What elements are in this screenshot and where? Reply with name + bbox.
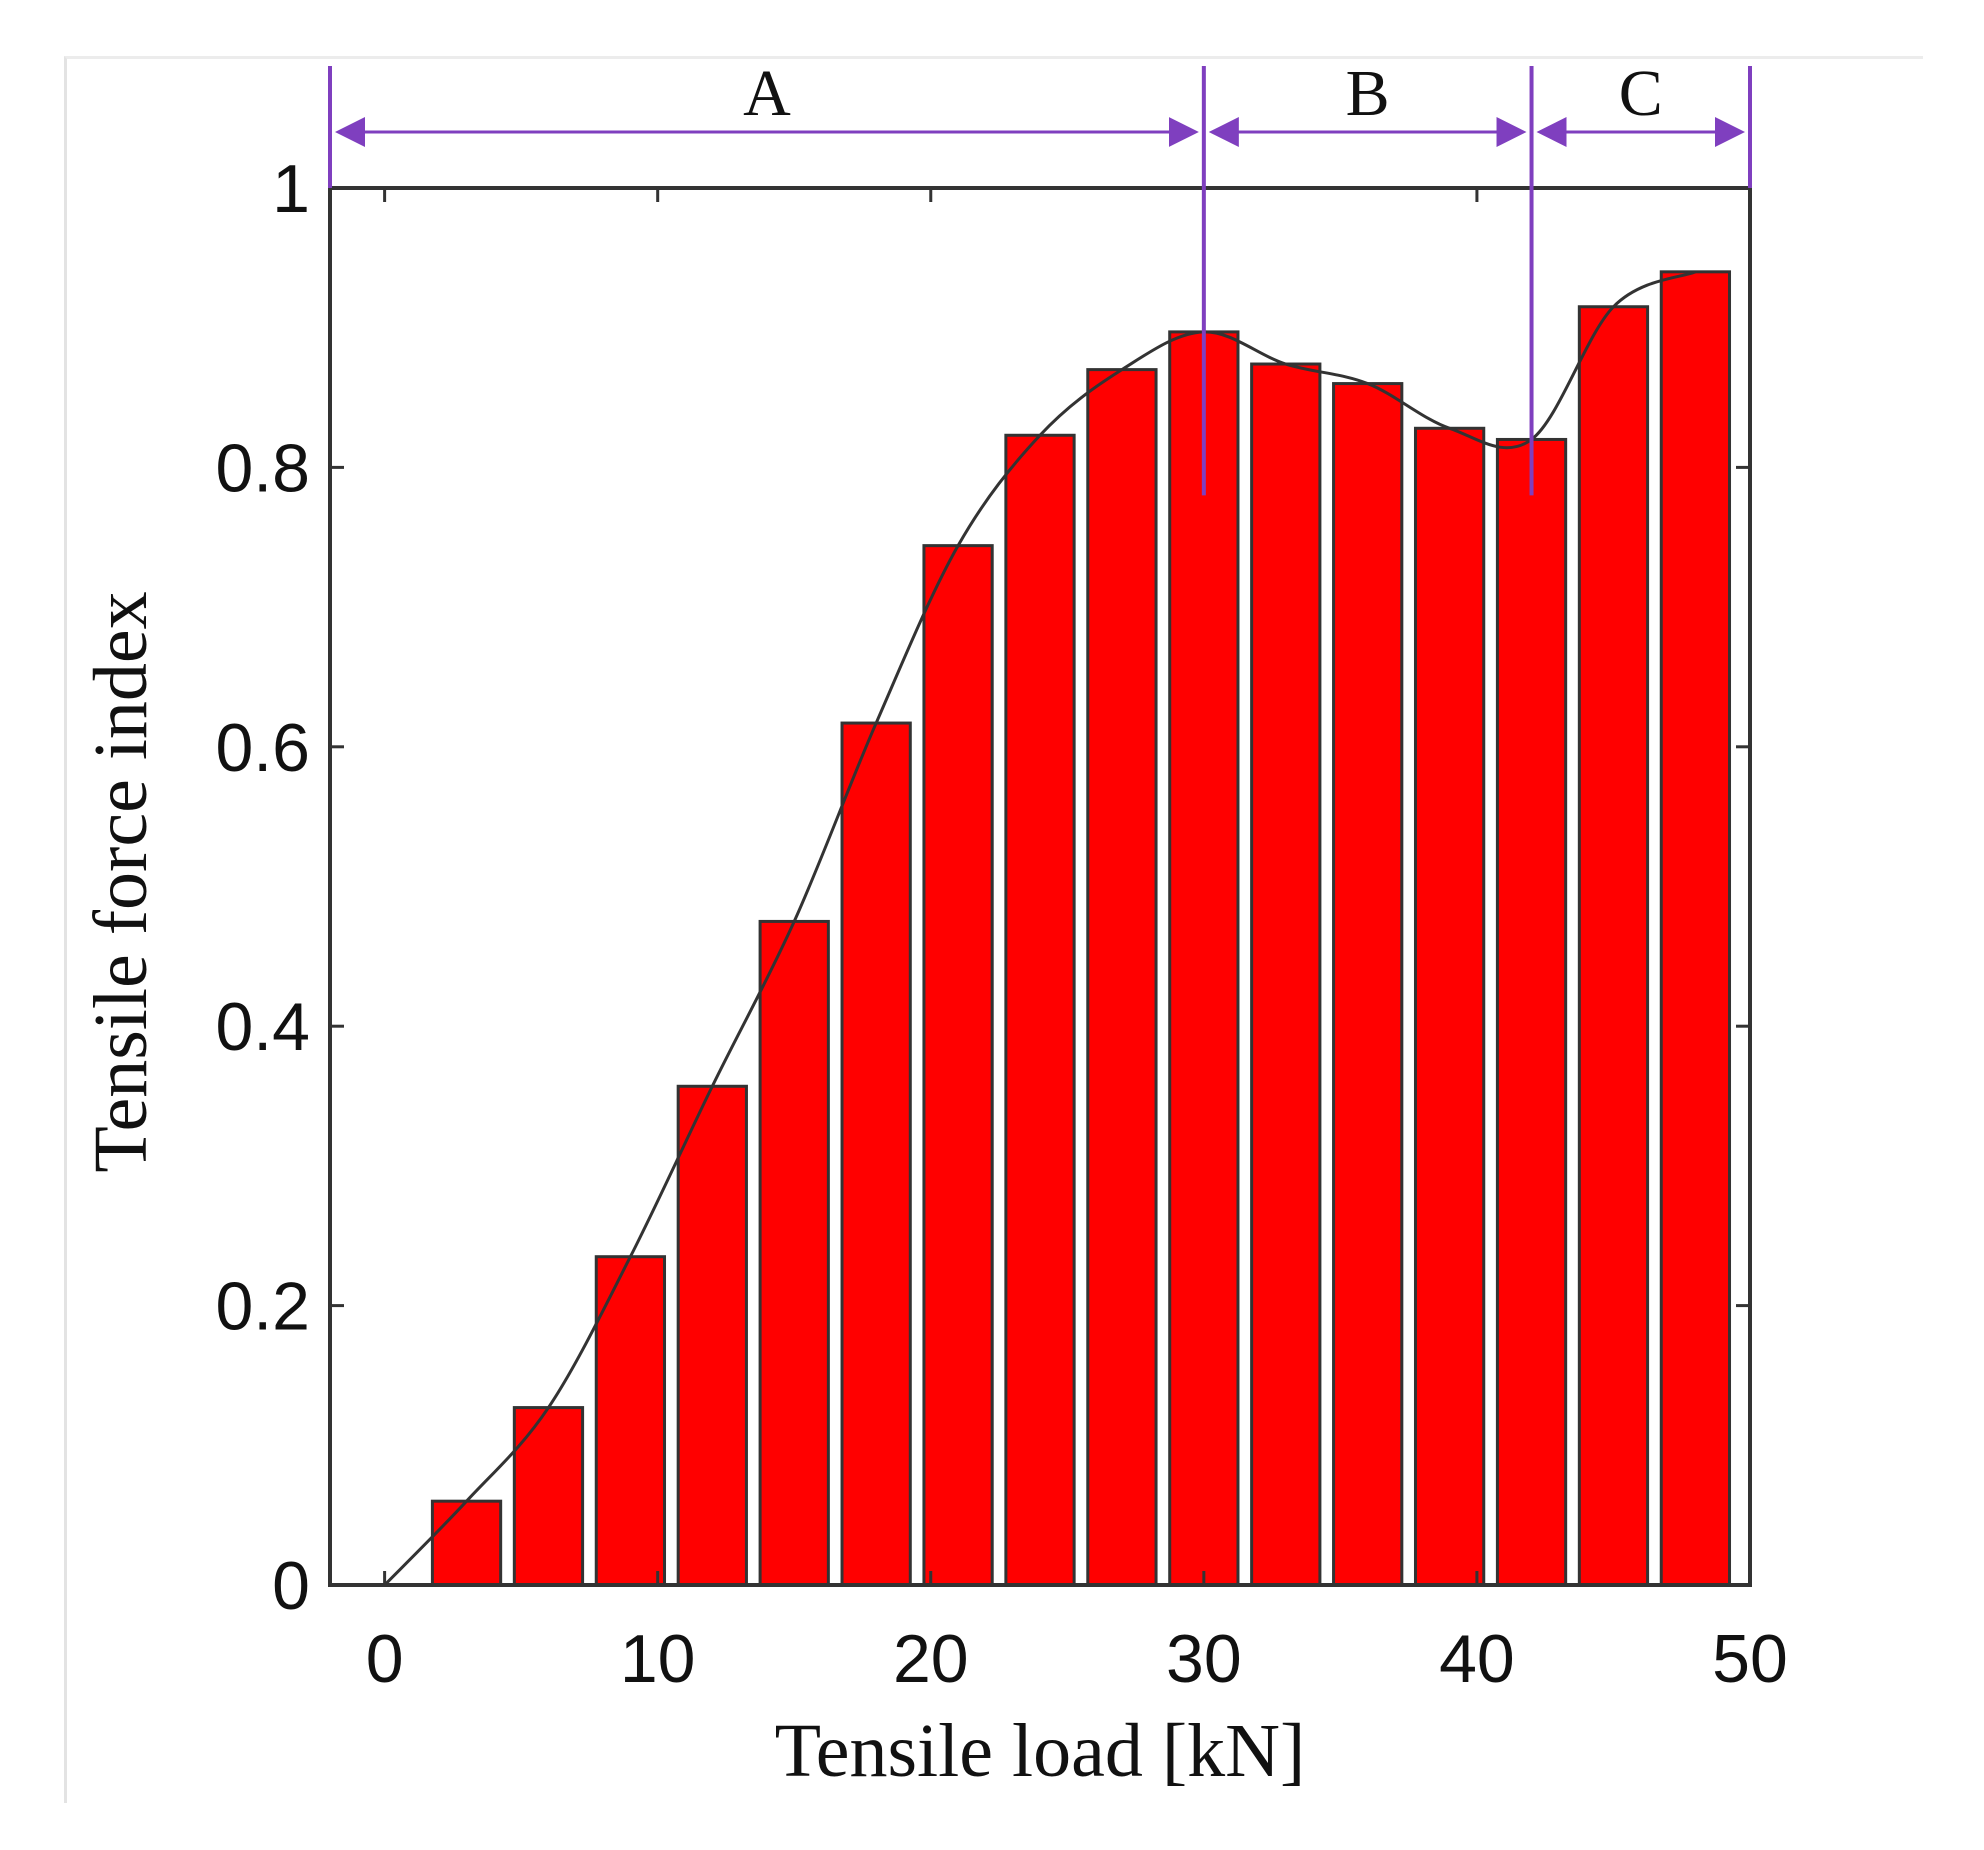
bar-6 (840, 721, 912, 1587)
y-tick-label-5: 1 (272, 151, 310, 227)
y-tick-label-1: 0.2 (215, 1269, 310, 1345)
y-tick-label-0: 0 (272, 1548, 310, 1624)
plot-box (328, 186, 1752, 1587)
region-label-A: A (743, 57, 791, 130)
annotation-layer: A B C (328, 57, 1752, 496)
region-label-B: B (1346, 57, 1390, 130)
bar-15 (1577, 305, 1650, 1587)
x-tick-label-50: 50 (1712, 1621, 1788, 1697)
bar-2 (512, 1406, 585, 1587)
x-tick-label-30: 30 (1166, 1621, 1242, 1697)
bar-9 (1086, 368, 1158, 1587)
bar-16 (1659, 270, 1732, 1587)
bar-11 (1250, 362, 1322, 1587)
axes-layer: 0 10 20 30 40 50 0 0.2 0.4 0.6 0.8 1 (215, 151, 1787, 1697)
bar-5 (758, 919, 830, 1587)
bars-layer (430, 270, 1732, 1587)
y-tick-label-3: 0.6 (215, 710, 310, 786)
fit-curve (383, 270, 1696, 1587)
x-tick-label-10: 10 (620, 1621, 696, 1697)
bar-10 (1168, 330, 1240, 1587)
x-tick-label-0: 0 (366, 1621, 404, 1697)
bar-1 (430, 1499, 503, 1587)
y-tick-label-2: 0.4 (215, 989, 310, 1065)
bar-14 (1495, 437, 1568, 1587)
x-tick-label-40: 40 (1439, 1621, 1515, 1697)
curve-layer (383, 270, 1696, 1587)
bar-13 (1413, 426, 1486, 1587)
bar-12 (1332, 382, 1404, 1587)
x-axis-label: Tensile load [kN] (775, 1709, 1306, 1793)
bar-8 (1004, 433, 1076, 1587)
x-tick-label-20: 20 (893, 1621, 969, 1697)
y-tick-label-4: 0.8 (215, 430, 310, 506)
bar-7 (922, 544, 994, 1587)
bar-4 (676, 1084, 748, 1587)
bar-3 (594, 1255, 667, 1587)
y-axis-label: Tensile force index (79, 591, 163, 1172)
region-label-C: C (1619, 57, 1663, 130)
